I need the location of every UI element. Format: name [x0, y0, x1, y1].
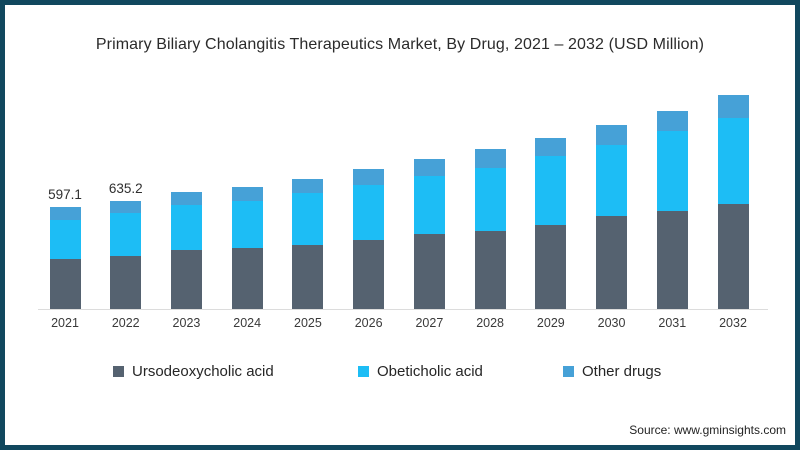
x-tick-label: 2028 [476, 316, 505, 330]
legend-item: Obeticholic acid [358, 361, 483, 381]
legend-swatch-icon [563, 365, 574, 377]
legend-label: Other drugs [582, 362, 662, 380]
x-tick-label: 2025 [294, 316, 322, 330]
bar-segment [292, 192, 324, 245]
bar-segment [170, 250, 202, 309]
bar-segment [353, 168, 385, 185]
bar-segment [292, 244, 324, 309]
bar-segment [656, 131, 688, 211]
x-tick-label: 2023 [172, 316, 201, 330]
source-text: Source: www.gminsights.com [629, 423, 786, 437]
bar-segment [353, 184, 385, 240]
bar-segment [596, 144, 628, 216]
legend-label: Ursodeoxycholic acid [132, 362, 274, 380]
bar-segment [231, 186, 263, 202]
bar-segment [717, 94, 749, 118]
bar-segment [535, 155, 567, 225]
bar-segment [717, 118, 749, 204]
bar-segment [413, 159, 445, 177]
x-tick-label: 2029 [536, 316, 565, 330]
bar-total-label: 635.2 [108, 180, 143, 196]
bar-segment [353, 239, 385, 309]
bar-segment [110, 200, 142, 214]
bar-segment [474, 230, 506, 309]
bar-segment [656, 210, 688, 309]
bar-segment [110, 213, 142, 256]
bar-segment [413, 176, 445, 234]
bar-segment [292, 178, 324, 193]
legend-item: Ursodeoxycholic acid [113, 361, 274, 381]
bar-segment [596, 215, 628, 309]
bar-segment [49, 258, 81, 309]
legend-label: Obeticholic acid [377, 362, 483, 380]
bar-segment [535, 224, 567, 309]
x-tick-label: 2027 [415, 316, 444, 330]
bar-segment [231, 201, 263, 249]
bar-segment [231, 248, 263, 309]
bar-segment [413, 233, 445, 309]
x-tick-label: 2031 [658, 316, 687, 330]
x-tick-label: 2022 [111, 316, 140, 330]
x-tick-label: 2021 [51, 316, 79, 330]
bar-segment [49, 219, 81, 259]
bar-segment [170, 192, 202, 206]
bar-segment [596, 125, 628, 145]
x-tick-label: 2026 [354, 316, 383, 330]
x-tick-label: 2024 [233, 316, 262, 330]
x-axis-line [38, 309, 768, 310]
bar-segment [717, 203, 749, 309]
bar-segment [656, 110, 688, 132]
bar-segment [110, 255, 142, 309]
legend-swatch-icon [358, 365, 369, 377]
legend-item: Other drugs [563, 361, 661, 381]
bar-segment [474, 168, 506, 231]
bar-segment [474, 149, 506, 169]
bar-segment [170, 205, 202, 251]
legend-swatch-icon [113, 365, 124, 377]
bar-total-label: 597.1 [48, 187, 82, 203]
bar-segment [49, 207, 81, 220]
bar-segment [535, 137, 567, 156]
chart-title: Primary Biliary Cholangitis Therapeutics… [95, 36, 705, 53]
x-tick-label: 2032 [719, 316, 747, 330]
x-tick-label: 2030 [597, 316, 626, 330]
